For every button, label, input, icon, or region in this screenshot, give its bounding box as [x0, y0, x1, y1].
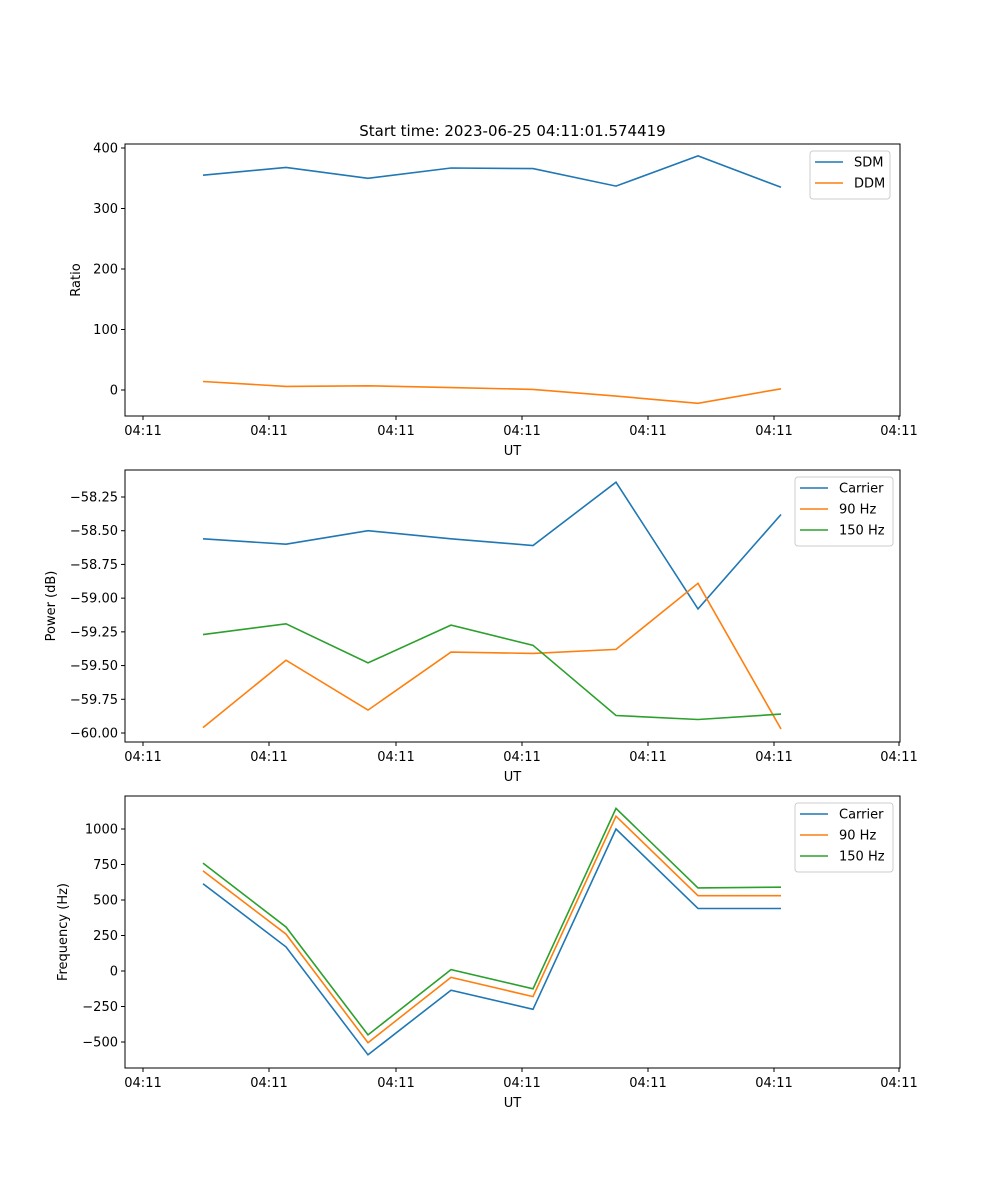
series-150-hz-line	[202, 807, 782, 1037]
y-axis-label: Power (dB)	[44, 571, 59, 642]
series-150-hz-line	[202, 622, 782, 721]
x-tick-label: 04:11	[250, 750, 287, 765]
x-tick-label: 04:11	[629, 750, 666, 765]
y-tick-label: −59.50	[70, 659, 118, 674]
series-carrier-line	[202, 827, 781, 1056]
y-tick-label: 200	[93, 263, 118, 278]
y-tick-label: 0	[110, 965, 118, 980]
y-tick-label: −500	[82, 1036, 118, 1051]
plot-frame	[124, 143, 901, 417]
legend-label: 90 Hz	[839, 829, 876, 844]
x-tick-label: 04:11	[503, 750, 540, 765]
series-90-hz-line	[202, 582, 782, 730]
x-axis-label: UT	[504, 1096, 522, 1111]
plot-frame	[124, 795, 901, 1069]
x-tick-label: 04:11	[629, 424, 666, 439]
x-tick-label: 04:11	[377, 750, 414, 765]
y-tick-label: −58.50	[70, 524, 118, 539]
y-tick-label: 300	[93, 202, 118, 217]
x-tick-label: 04:11	[377, 424, 414, 439]
legend-label: DDM	[854, 177, 885, 192]
x-tick-label: 04:11	[755, 424, 792, 439]
series-sdm-line	[202, 155, 782, 189]
y-tick-label: −59.75	[70, 693, 118, 708]
y-tick-label: −58.25	[70, 491, 118, 506]
series-carrier-line	[202, 481, 782, 611]
legend-label: Carrier	[839, 808, 884, 823]
y-tick-label: −58.75	[70, 558, 118, 573]
legend-box	[794, 476, 894, 547]
legend-label: 90 Hz	[839, 503, 876, 518]
legend-label: 150 Hz	[839, 850, 885, 865]
x-tick-label: 04:11	[503, 424, 540, 439]
y-tick-label: 500	[93, 894, 118, 909]
y-tick-label: −250	[82, 1000, 118, 1015]
legend-box	[809, 150, 891, 200]
y-tick-label: 0	[110, 384, 118, 399]
x-tick-label: 04:11	[124, 1076, 161, 1091]
subplot-2: 04:11 04:11 04:11 04:11 04:11 04:11 04:11 −60.0…	[44, 469, 918, 785]
y-tick-label: −60.00	[70, 727, 118, 742]
series-90-hz-line	[202, 814, 781, 1044]
y-tick-label: 1000	[85, 823, 118, 838]
subplot-3: 04:11 04:11 04:11 04:11 04:11 04:11 04:11 −500 −…	[56, 795, 918, 1111]
x-tick-label: 04:11	[880, 424, 917, 439]
y-tick-label: 250	[93, 929, 118, 944]
y-tick-label: 100	[93, 323, 118, 338]
legend-label: Carrier	[839, 482, 884, 497]
legend-label: SDM	[854, 156, 883, 171]
x-tick-label: 04:11	[880, 1076, 917, 1091]
chart-title: Start time: 2023-06-25 04:11:01.574419	[359, 122, 665, 140]
x-tick-label: 04:11	[124, 424, 161, 439]
legend-box	[794, 802, 894, 873]
x-tick-label: 04:11	[755, 1076, 792, 1091]
x-axis-label: UT	[504, 444, 522, 459]
y-tick-label: 400	[93, 142, 118, 157]
y-axis-label: Ratio	[69, 263, 84, 296]
plot-frame	[124, 469, 901, 743]
y-tick-label: −59.00	[70, 592, 118, 607]
series-ddm-line	[202, 380, 782, 405]
subplot-1: 04:11 04:11 04:11 04:11 04:11 04:11 04:11 0 100 2…	[69, 122, 918, 459]
y-axis-label: Frequency (Hz)	[56, 883, 71, 981]
x-tick-label: 04:11	[250, 424, 287, 439]
x-axis-label: UT	[504, 770, 522, 785]
x-tick-label: 04:11	[377, 1076, 414, 1091]
x-tick-label: 04:11	[629, 1076, 666, 1091]
y-tick-label: −59.25	[70, 625, 118, 640]
x-tick-label: 04:11	[503, 1076, 540, 1091]
x-tick-label: 04:11	[755, 750, 792, 765]
x-tick-label: 04:11	[124, 750, 161, 765]
x-tick-label: 04:11	[880, 750, 917, 765]
legend-label: 150 Hz	[839, 524, 885, 539]
y-tick-label: 750	[93, 858, 118, 873]
x-tick-label: 04:11	[250, 1076, 287, 1091]
